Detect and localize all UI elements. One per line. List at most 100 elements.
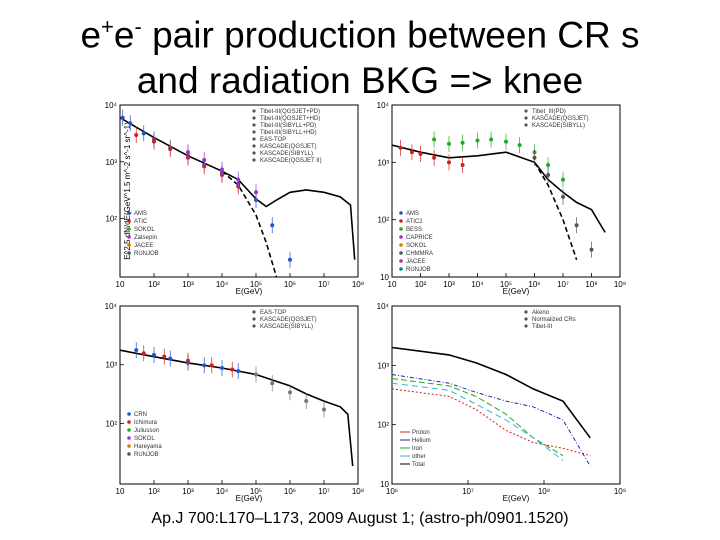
data-point xyxy=(230,367,235,372)
y-tick-label: 10⁴ xyxy=(377,302,390,311)
legend-entry: Hareyama xyxy=(134,444,162,450)
x-tick-label: 10 xyxy=(116,280,125,289)
legend-entry-upper: Tibet-III(SIBYLL+PD) xyxy=(260,123,316,129)
data-point xyxy=(288,390,292,395)
legend-marker xyxy=(127,428,131,432)
x-tick-label: 10⁹ xyxy=(614,487,626,496)
legend-entry-upper: Akeno xyxy=(532,310,550,316)
x-axis-label: E(GeV) xyxy=(503,287,530,296)
legend-marker xyxy=(524,109,528,113)
data-point xyxy=(270,223,275,228)
legend-marker xyxy=(399,219,403,223)
data-point xyxy=(168,356,173,361)
data-point xyxy=(322,407,326,412)
legend-marker xyxy=(252,116,256,120)
y-tick-label: 10² xyxy=(377,421,389,430)
series-line xyxy=(391,382,564,461)
data-point xyxy=(168,147,173,152)
x-axis-label: E(GeV) xyxy=(503,494,530,503)
legend-entry-upper: Tibet-III(QGSJET+HD) xyxy=(260,116,320,122)
data-point xyxy=(162,354,167,359)
legend-marker xyxy=(399,259,403,263)
data-point xyxy=(141,131,146,136)
legend-entry-upper: KASCADE(SIBYLL) xyxy=(260,151,313,157)
legend-entry: Juliusson xyxy=(134,428,159,434)
legend-entry: SOKOL xyxy=(406,243,427,249)
plot-frame xyxy=(119,305,359,485)
data-point xyxy=(398,145,403,150)
legend-marker xyxy=(252,324,256,328)
y-tick-label: 10 xyxy=(380,480,389,489)
data-point xyxy=(532,155,537,160)
data-point xyxy=(128,121,133,126)
data-point xyxy=(288,257,292,262)
legend-entry: CHMMRA xyxy=(406,251,433,257)
x-tick-label: 10 xyxy=(116,487,125,496)
legend-marker xyxy=(252,310,256,314)
legend-entry-upper: Tibet-III(QGSJET+PD) xyxy=(260,109,320,115)
series-line xyxy=(391,346,591,439)
legend-marker xyxy=(127,444,131,448)
data-point xyxy=(134,348,139,353)
chart-panel-2: 10 10² 10³ 10⁴ 10⁵ 10⁶ 10⁷ 10⁸ 10⁹ 10⁴ 10³ 10² 10 E(G… xyxy=(366,97,628,297)
legend-marker xyxy=(127,452,131,456)
model-line xyxy=(533,161,578,260)
legend-entry-upper: KASCADE(QGSJET II) xyxy=(260,158,322,164)
legend-entry: ATIC2 xyxy=(406,219,423,225)
x-tick-label: 10⁸ xyxy=(585,280,597,289)
x-tick-label: 10³ xyxy=(443,280,455,289)
x-tick-label: 10⁷ xyxy=(557,280,569,289)
legend-marker xyxy=(127,219,131,223)
legend-marker xyxy=(127,412,131,416)
data-point xyxy=(432,137,437,142)
data-point xyxy=(236,369,241,374)
chart-panel-1: 10 10² 10³ 10⁴ 10⁵ 10⁶ 10⁷ 10⁸ 10⁴ 10³ 10² E(GeV) E^… xyxy=(92,97,366,297)
data-point xyxy=(561,177,565,182)
data-point xyxy=(220,366,224,371)
legend-marker xyxy=(252,130,256,134)
slide-title: e+e- pair production between CR s and ra… xyxy=(0,4,720,104)
x-tick-label: 10⁶ xyxy=(386,487,398,496)
data-point xyxy=(254,372,258,377)
data-point xyxy=(304,399,309,404)
legend-marker xyxy=(524,317,528,321)
legend-entry: AMS xyxy=(406,211,419,217)
chart-svg-1: 10 10² 10³ 10⁴ 10⁵ 10⁶ 10⁷ 10⁸ 10⁴ 10³ 10² E(GeV) E^… xyxy=(105,101,364,296)
legend-entry: SOKOL xyxy=(134,227,155,233)
chart-panel-3: 10 10² 10³ 10⁴ 10⁵ 10⁶ 10⁷ 10⁸ 10⁴ 10³ 10² E(GeV) EA… xyxy=(92,298,366,503)
model-line xyxy=(221,170,278,278)
y-tick-label: 10⁴ xyxy=(105,302,118,311)
data-point xyxy=(186,150,190,155)
title-line-1: e+e- pair production between CR s xyxy=(0,4,720,58)
data-point xyxy=(546,162,551,167)
y-axis-label: E^2.5 dN/dE(GeV^1.5 m^-2 s^-1 sr^-1) xyxy=(123,122,132,260)
legend-marker xyxy=(524,324,528,328)
legend-marker xyxy=(127,251,131,255)
x-tick-label: 10² xyxy=(148,487,160,496)
legend-entry: CAPRICE xyxy=(406,235,433,241)
legend-marker xyxy=(252,144,256,148)
legend-entry-upper: KASCADE(QGSJET) xyxy=(532,116,589,122)
data-point xyxy=(134,132,139,137)
x-axis-label: E(GeV) xyxy=(236,494,263,503)
data-point xyxy=(186,358,190,363)
plot-frame xyxy=(119,104,359,278)
x-tick-label: 10⁶ xyxy=(528,280,540,289)
series-line xyxy=(391,388,591,457)
legend-marker xyxy=(252,158,256,162)
legend-entry-upper: Tibet_III(PD) xyxy=(532,109,566,115)
data-point xyxy=(152,352,156,357)
legend-entry-upper: KASCADE(QGSJET) xyxy=(260,317,317,323)
chart-svg-3: 10 10² 10³ 10⁴ 10⁵ 10⁶ 10⁷ 10⁸ 10⁴ 10³ 10² E(GeV) EA… xyxy=(105,302,364,503)
y-tick-label: 10³ xyxy=(377,158,389,167)
x-axis-label: E(GeV) xyxy=(236,287,263,296)
title-e2: e xyxy=(113,14,135,56)
y-tick-label: 10² xyxy=(105,215,117,224)
legend-marker xyxy=(399,267,403,271)
x-tick-label: 10⁴ xyxy=(216,280,229,289)
legend-entry: Total xyxy=(412,462,425,468)
chart-panel-4: 10⁶ 10⁷ 10⁸ 10⁹ 10⁴ 10³ 10² 10 E(GeV) Akeno Normal… xyxy=(366,298,628,503)
legend-marker xyxy=(399,251,403,255)
chart-svg-2: 10 10² 10³ 10⁴ 10⁵ 10⁶ 10⁷ 10⁸ 10⁹ 10⁴ 10³ 10² 10 E(G… xyxy=(377,101,627,296)
data-point xyxy=(418,151,423,156)
